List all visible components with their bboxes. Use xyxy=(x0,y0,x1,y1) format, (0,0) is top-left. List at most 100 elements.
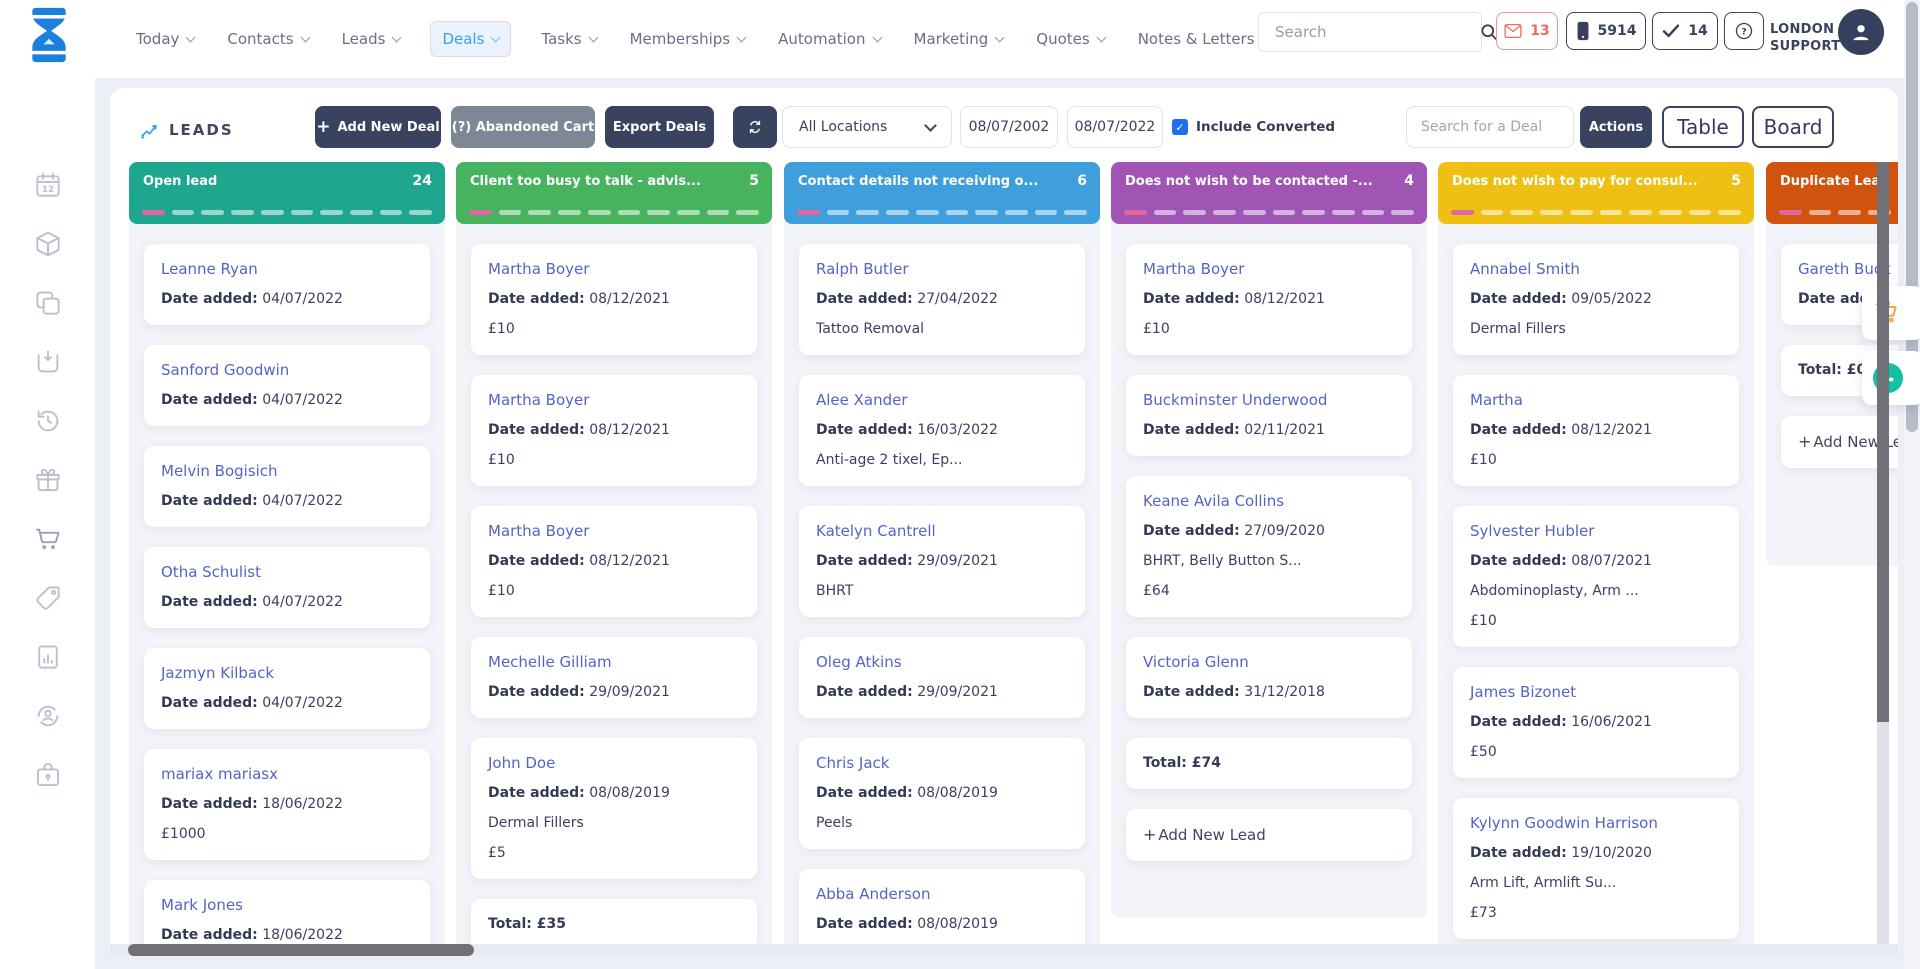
sidebar-duplicate-icon[interactable] xyxy=(33,288,63,318)
nav-notes-letters[interactable]: Notes & Letters xyxy=(1135,21,1273,57)
messages-badge[interactable]: 13 xyxy=(1496,12,1558,50)
deal-card[interactable]: Jazmyn Kilback Date added: 04/07/2022 xyxy=(144,648,430,729)
deal-card[interactable]: Martha Boyer Date added: 08/12/2021 £10 xyxy=(471,506,757,617)
deal-card[interactable]: Leanne Ryan Date added: 04/07/2022 xyxy=(144,244,430,325)
deal-card[interactable]: Buckminster Underwood Date added: 02/11/2… xyxy=(1126,375,1412,456)
deal-contact-name[interactable]: Victoria Glenn xyxy=(1143,653,1249,671)
deal-card[interactable]: Otha Schulist Date added: 04/07/2022 xyxy=(144,547,430,628)
deal-card[interactable]: John Doe Date added: 08/08/2019 Dermal Fil… xyxy=(471,738,757,879)
deal-card[interactable]: Ralph Butler Date added: 27/04/2022 Tattoo… xyxy=(799,244,1085,355)
deal-contact-name[interactable]: Alee Xander xyxy=(816,391,908,409)
deal-contact-name[interactable]: Martha xyxy=(1470,391,1523,409)
deal-contact-name[interactable]: James Bizonet xyxy=(1470,683,1577,701)
deal-contact-name[interactable]: Mechelle Gilliam xyxy=(488,653,612,671)
deal-card[interactable]: James Bizonet Date added: 16/06/2021 £50 xyxy=(1453,667,1739,778)
deal-card[interactable]: Alee Xander Date added: 16/03/2022 Anti-ag… xyxy=(799,375,1085,486)
search-icon[interactable] xyxy=(1479,22,1511,42)
window-scrollbar[interactable] xyxy=(1904,0,1920,969)
avatar[interactable] xyxy=(1838,9,1884,55)
deal-contact-name[interactable]: John Doe xyxy=(488,754,556,772)
refresh-button[interactable] xyxy=(733,106,777,148)
export-deals-button[interactable]: Export Deals xyxy=(605,106,714,148)
deal-contact-name[interactable]: Sylvester Hubler xyxy=(1470,522,1595,540)
board-horizontal-scrollbar[interactable] xyxy=(110,944,1898,956)
board-vertical-scrollbar[interactable] xyxy=(1877,162,1889,944)
nav-today[interactable]: Today xyxy=(133,21,197,57)
deal-contact-name[interactable]: Kylynn Goodwin Harrison xyxy=(1470,814,1658,832)
vertical-scrollbar-thumb[interactable] xyxy=(1877,162,1889,722)
deal-contact-name[interactable]: Martha Boyer xyxy=(1143,260,1245,278)
nav-leads[interactable]: Leads xyxy=(339,21,404,57)
sidebar-cart-icon[interactable] xyxy=(33,524,63,554)
total-card[interactable]: Total: £74 xyxy=(1126,738,1412,789)
sidebar-products-icon[interactable] xyxy=(33,229,63,259)
deal-card[interactable]: Kylynn Goodwin Harrison Date added: 19/10… xyxy=(1453,798,1739,939)
deal-card[interactable]: Oleg Atkins Date added: 29/09/2021 xyxy=(799,637,1085,718)
nav-automation[interactable]: Automation xyxy=(775,21,883,57)
deal-contact-name[interactable]: Sanford Goodwin xyxy=(161,361,290,379)
total-card[interactable]: Total: £35 xyxy=(471,899,757,950)
whatsapp-fab[interactable] xyxy=(1862,351,1920,405)
app-logo[interactable] xyxy=(24,6,74,64)
deal-card[interactable]: Annabel Smith Date added: 09/05/2022 Derma… xyxy=(1453,244,1739,355)
deal-contact-name[interactable]: mariax mariasx xyxy=(161,765,278,783)
deal-card[interactable]: Victoria Glenn Date added: 31/12/2018 xyxy=(1126,637,1412,718)
deal-card[interactable]: Chris Jack Date added: 08/08/2019 Peels xyxy=(799,738,1085,849)
deal-contact-name[interactable]: Oleg Atkins xyxy=(816,653,902,671)
deal-card[interactable]: Mark Jones Date added: 18/06/2022 xyxy=(144,880,430,956)
deal-contact-name[interactable]: Martha Boyer xyxy=(488,391,590,409)
calls-badge[interactable]: 5914 xyxy=(1566,12,1646,50)
deal-contact-name[interactable]: Mark Jones xyxy=(161,896,243,914)
global-search-input[interactable] xyxy=(1259,23,1479,41)
deal-contact-name[interactable]: Buckminster Underwood xyxy=(1143,391,1328,409)
sidebar-history-icon[interactable] xyxy=(33,406,63,436)
board-view-button[interactable]: Board xyxy=(1752,106,1834,148)
deal-card[interactable]: Mechelle Gilliam Date added: 29/09/2021 xyxy=(471,637,757,718)
sidebar-price-tag-icon[interactable] xyxy=(33,583,63,613)
deal-card[interactable]: Sanford Goodwin Date added: 04/07/2022 xyxy=(144,345,430,426)
sidebar-collect-icon[interactable] xyxy=(33,347,63,377)
location-select[interactable]: All Locations xyxy=(782,106,952,148)
deal-card[interactable]: mariax mariasx Date added: 18/06/2022 £100… xyxy=(144,749,430,860)
deal-card[interactable]: Keane Avila Collins Date added: 27/09/202… xyxy=(1126,476,1412,617)
nav-quotes[interactable]: Quotes xyxy=(1033,21,1107,57)
deal-card[interactable]: Martha Boyer Date added: 08/12/2021 £10 xyxy=(471,375,757,486)
nav-contacts[interactable]: Contacts xyxy=(224,21,311,57)
horizontal-scrollbar-thumb[interactable] xyxy=(128,944,474,956)
date-from-field[interactable]: 08/07/2002 xyxy=(960,106,1058,148)
nav-memberships[interactable]: Memberships xyxy=(627,21,749,57)
deal-contact-name[interactable]: Annabel Smith xyxy=(1470,260,1580,278)
add-new-lead-card[interactable]: +Add New Lead xyxy=(1126,809,1412,861)
abandoned-cart-fab[interactable] xyxy=(1862,286,1920,340)
sidebar-gift-icon[interactable] xyxy=(33,465,63,495)
actions-button[interactable]: Actions xyxy=(1580,106,1652,148)
sidebar-calendar-icon[interactable]: 12 xyxy=(33,170,63,200)
tasks-badge[interactable]: 14 xyxy=(1652,12,1718,50)
deal-contact-name[interactable]: Abba Anderson xyxy=(816,885,931,903)
sidebar-reports-icon[interactable] xyxy=(33,642,63,672)
deal-card[interactable]: Sylvester Hubler Date added: 08/07/2021 Ab… xyxy=(1453,506,1739,647)
deal-contact-name[interactable]: Katelyn Cantrell xyxy=(816,522,936,540)
deal-card[interactable]: Martha Date added: 08/12/2021 £10 xyxy=(1453,375,1739,486)
deal-contact-name[interactable]: Melvin Bogisich xyxy=(161,462,278,480)
deal-contact-name[interactable]: Jazmyn Kilback xyxy=(161,664,275,682)
deal-contact-name[interactable]: Ralph Butler xyxy=(816,260,909,278)
deal-search-input[interactable] xyxy=(1407,107,1573,147)
deal-card[interactable]: Melvin Bogisich Date added: 04/07/2022 xyxy=(144,446,430,527)
date-to-field[interactable]: 08/07/2022 xyxy=(1067,106,1163,148)
sidebar-client-sync-icon[interactable] xyxy=(33,701,63,731)
include-converted-checkbox[interactable]: ✓ xyxy=(1172,119,1188,135)
deal-contact-name[interactable]: Martha Boyer xyxy=(488,522,590,540)
deal-contact-name[interactable]: Leanne Ryan xyxy=(161,260,258,278)
deal-contact-name[interactable]: Chris Jack xyxy=(816,754,890,772)
deal-contact-name[interactable]: Keane Avila Collins xyxy=(1143,492,1285,510)
deal-card[interactable]: Martha Boyer Date added: 08/12/2021 £10 xyxy=(1126,244,1412,355)
nav-tasks[interactable]: Tasks xyxy=(538,21,599,57)
table-view-button[interactable]: Table xyxy=(1662,106,1744,148)
abandoned-cart-button[interactable]: (?) Abandoned Cart xyxy=(451,106,595,148)
nav-marketing[interactable]: Marketing xyxy=(911,21,1007,57)
deal-card[interactable]: Katelyn Cantrell Date added: 29/09/2021 BH… xyxy=(799,506,1085,617)
deal-contact-name[interactable]: Gareth Buck xyxy=(1798,260,1891,278)
deal-card[interactable]: Martha Boyer Date added: 08/12/2021 £10 xyxy=(471,244,757,355)
